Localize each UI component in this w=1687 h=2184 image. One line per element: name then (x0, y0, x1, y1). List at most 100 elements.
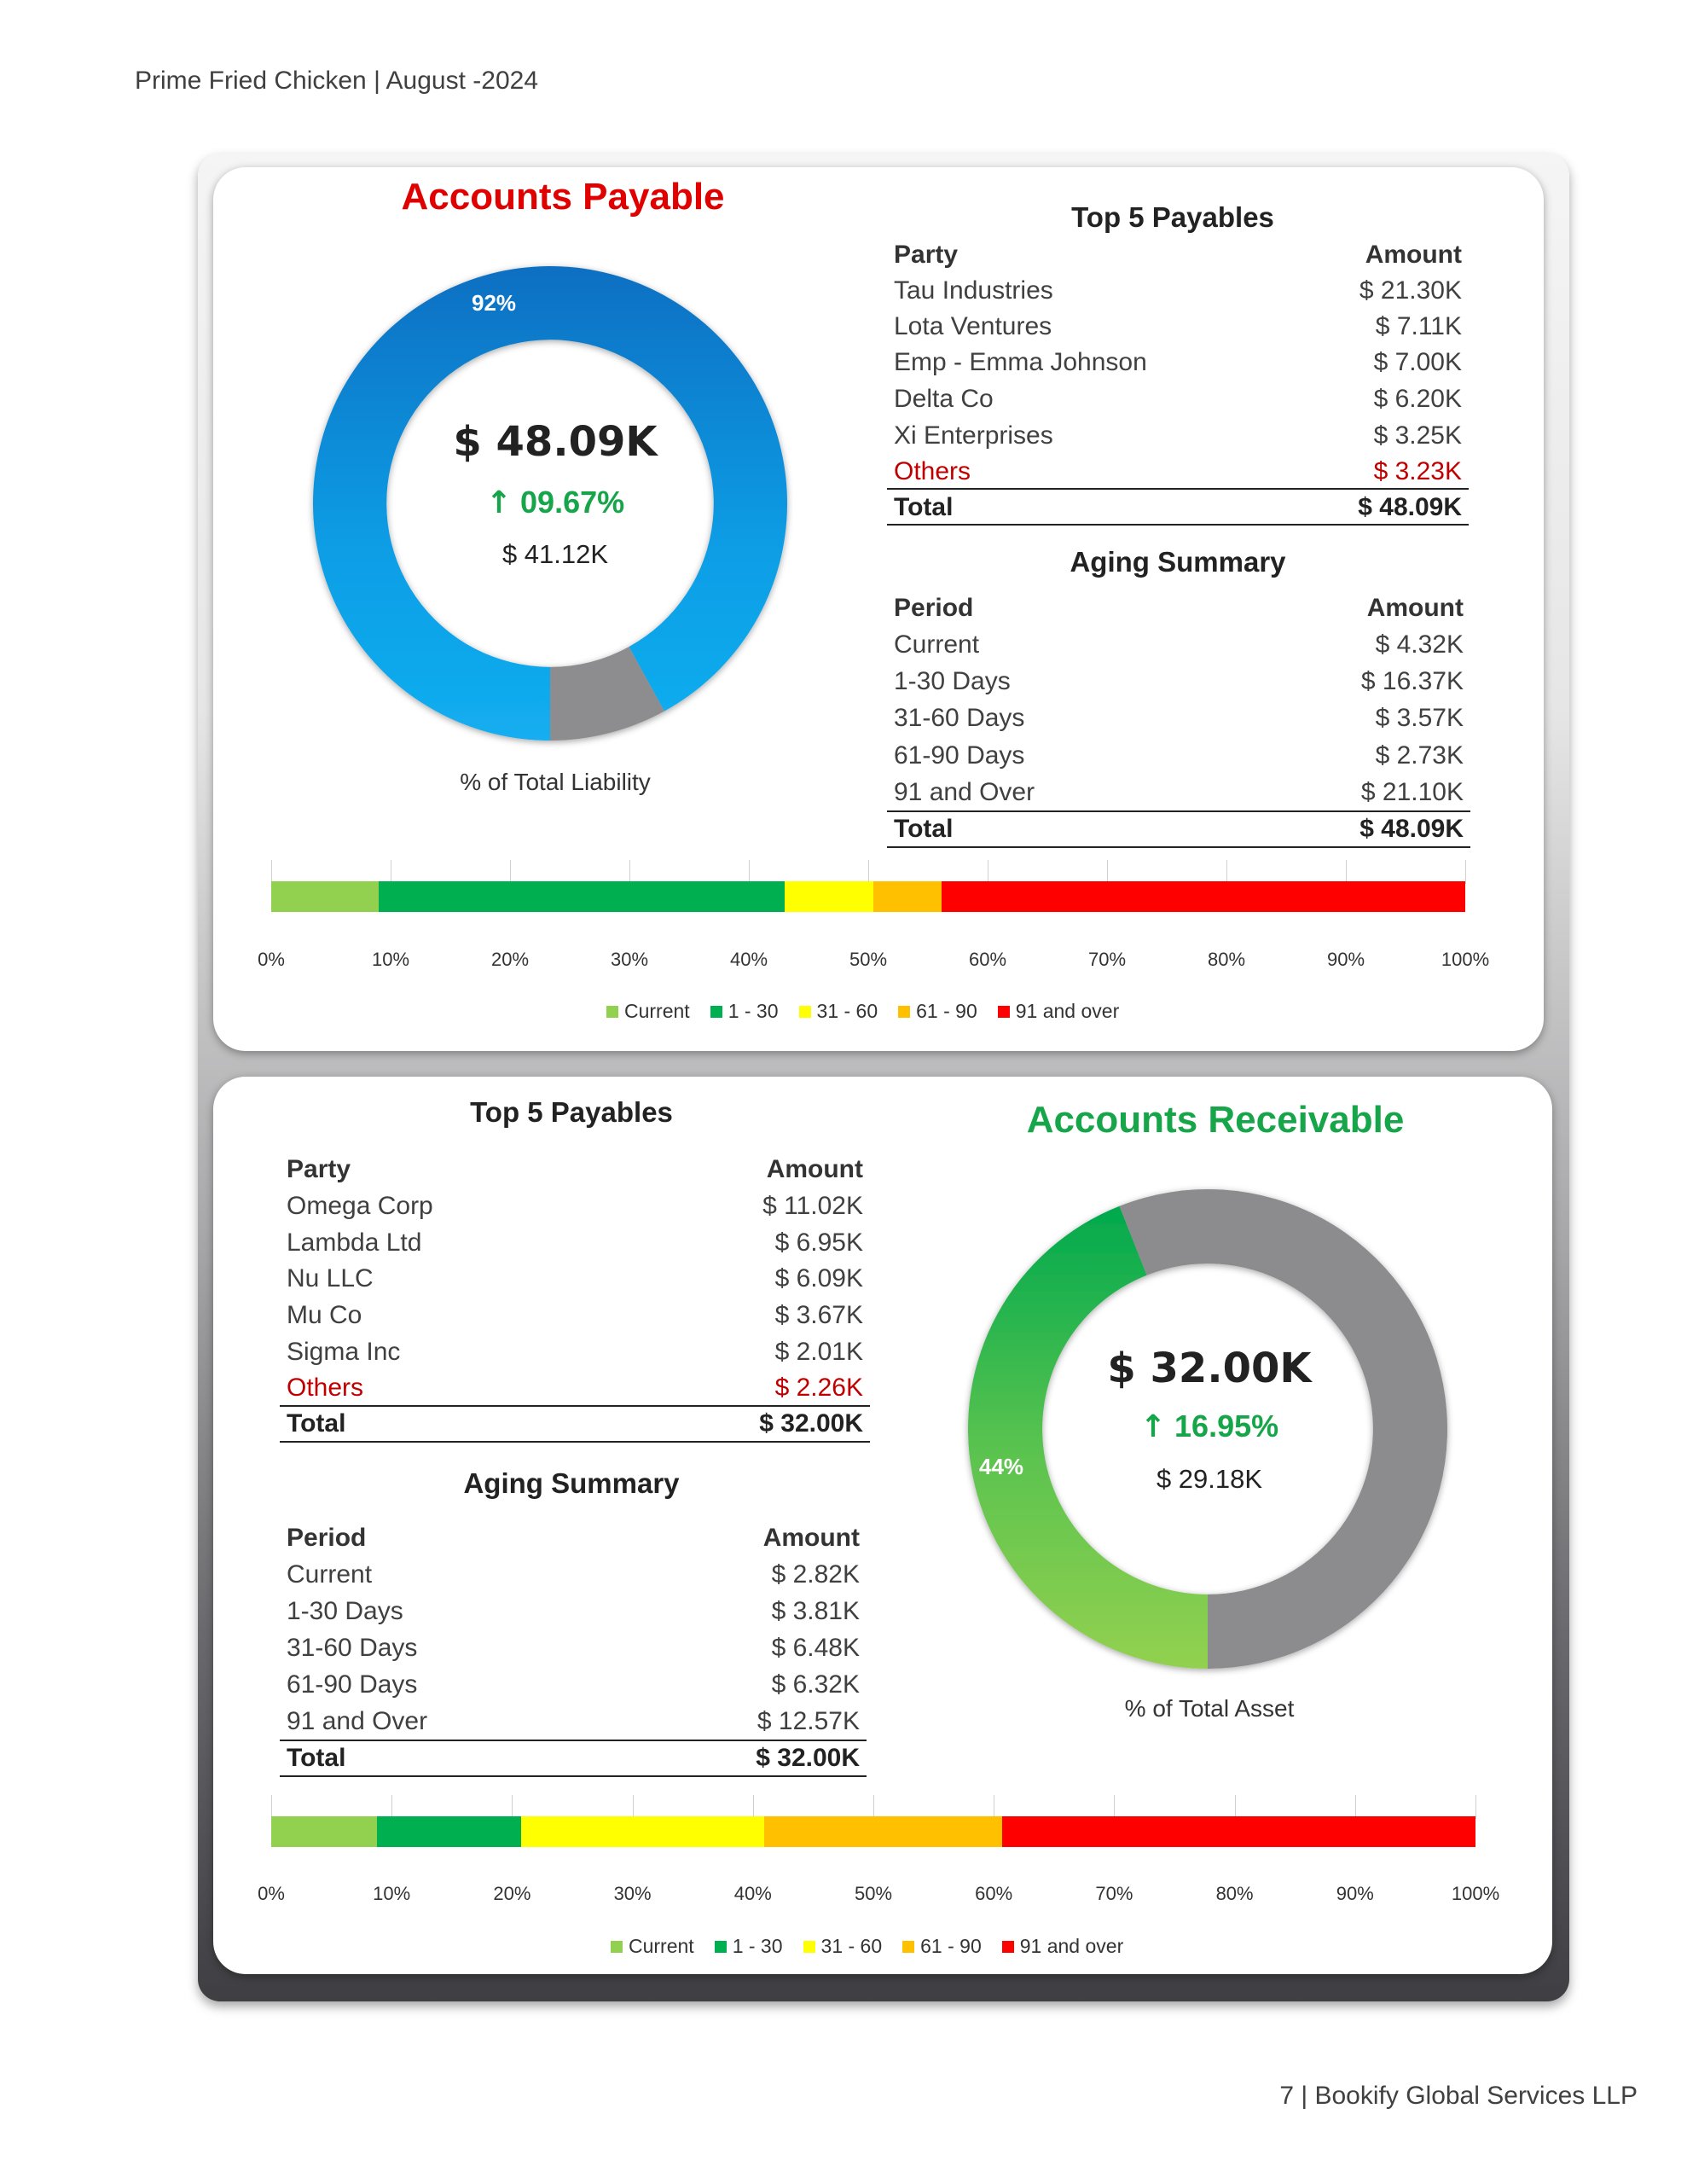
ap-aging-row: 61-90 Days $ 2.73K (887, 741, 1470, 777)
ar-title: Accounts Receivable (1026, 1099, 1405, 1141)
ap-previous-value: $ 41.12K (501, 539, 609, 569)
grid-tick (1346, 860, 1347, 884)
legend-item: 31 - 60 (798, 1000, 878, 1023)
ap-aging-legend: Current 1 - 30 31 - 60 61 - 90 91 and over (606, 1000, 1119, 1023)
total-amount: $ 32.00K (759, 1409, 863, 1438)
ar-change: ↑ 16.95% (1039, 1409, 1380, 1444)
ar-aging-total-row: Total $ 32.00K (280, 1744, 867, 1780)
party-name: Nu LLC (287, 1264, 374, 1292)
party-name: Omega Corp (287, 1192, 433, 1220)
period-name: 91 and Over (287, 1707, 428, 1735)
party-amount: $ 3.67K (774, 1301, 863, 1329)
ar-top5-others-row: Others $ 2.26K (280, 1374, 870, 1409)
period-amount: $ 6.32K (771, 1670, 860, 1699)
ap-aging-axis: 0% 10% 20% 30% 40% 50% 60% 70% 80% 90% 100% (258, 949, 1489, 974)
legend-swatch (606, 1005, 618, 1018)
ar-top5-total-row: Total $ 32.00K (280, 1409, 870, 1445)
ar-aging-legend: Current 1 - 30 31 - 60 61 - 90 91 and over (611, 1935, 1123, 1958)
total-label: Total (894, 493, 954, 521)
ap-aging-row: 31-60 Days $ 3.57K (887, 704, 1470, 740)
party-amount: $ 11.02K (762, 1192, 863, 1220)
bar-segment (1002, 1816, 1475, 1847)
legend-label: 31 - 60 (820, 1935, 883, 1957)
total-label: Total (287, 1409, 346, 1438)
total-amount: $ 48.09K (1358, 493, 1462, 521)
ap-aging-row: 91 and Over $ 21.10K (887, 778, 1470, 814)
ap-top5-row: Emp - Emma Johnson $ 7.00K (887, 348, 1469, 384)
ar-top5-row: Mu Co $ 3.67K (280, 1301, 870, 1337)
period-amount: $ 21.10K (1360, 778, 1464, 806)
ar-donut (968, 1189, 1447, 1669)
axis-tick-label: 80% (1207, 949, 1246, 970)
period-amount: $ 16.37K (1360, 667, 1464, 695)
legend-item: 1 - 30 (714, 1935, 783, 1958)
ap-top5-total-row: Total $ 48.09K (887, 493, 1469, 529)
legend-label: 91 and over (1019, 1935, 1124, 1957)
ar-aging-row: 31-60 Days $ 6.48K (280, 1634, 867, 1670)
ar-total-value: $ 32.00K (1107, 1345, 1312, 1392)
grid-tick (1234, 1795, 1236, 1819)
party-name: Emp - Emma Johnson (894, 348, 1147, 376)
grid-tick (1226, 860, 1227, 884)
party-amount: $ 21.30K (1359, 276, 1462, 305)
period-name: Current (894, 630, 980, 659)
col-party: Party (894, 241, 959, 269)
grid-tick (512, 1795, 513, 1819)
period-amount: $ 3.57K (1375, 704, 1464, 732)
ap-top5-header: Party Amount (887, 241, 1469, 276)
ar-top5-row: Lambda Ltd $ 6.95K (280, 1228, 870, 1264)
legend-item: Current (611, 1935, 694, 1958)
legend-swatch (997, 1005, 1010, 1018)
total-amount: $ 32.00K (756, 1744, 860, 1772)
divider (887, 524, 1469, 526)
ap-title: Accounts Payable (401, 176, 725, 218)
ap-aging-title: Aging Summary (1070, 546, 1286, 578)
ar-aging-row: 91 and Over $ 12.57K (280, 1707, 867, 1743)
ar-aging-bar-area (271, 1795, 1476, 1850)
party-amount: $ 6.20K (1373, 385, 1462, 413)
ap-change: ↑ 09.67% (385, 485, 726, 520)
ap-top5-row: Lota Ventures $ 7.11K (887, 312, 1469, 348)
axis-tick-label: 60% (968, 949, 1007, 970)
legend-label: Current (624, 1000, 690, 1022)
ar-aging-row: 1-30 Days $ 3.81K (280, 1597, 867, 1633)
ar-aging-axis: 0% 10% 20% 30% 40% 50% 60% 70% 80% 90% 100% (258, 1883, 1499, 1908)
party-name: Mu Co (287, 1301, 362, 1329)
grid-tick (1107, 860, 1108, 884)
legend-label: Current (629, 1935, 694, 1957)
period-amount: $ 6.48K (771, 1634, 860, 1662)
period-name: 91 and Over (894, 778, 1035, 806)
bar-segment (378, 881, 786, 912)
legend-item: Current (606, 1000, 690, 1023)
ar-aging-row: 61-90 Days $ 6.32K (280, 1670, 867, 1706)
axis-tick-label: 0% (258, 1883, 285, 1904)
total-label: Total (894, 815, 954, 843)
legend-label: 1 - 30 (728, 1000, 779, 1022)
ar-top5-header: Party Amount (280, 1155, 870, 1191)
others-amount: $ 2.26K (774, 1374, 863, 1402)
party-name: Delta Co (894, 385, 994, 413)
ar-caption: % of Total Asset (1124, 1695, 1295, 1722)
ap-ring-pct-label: 92% (472, 290, 517, 316)
ar-aging-row: Current $ 2.82K (280, 1560, 867, 1596)
divider (887, 810, 1470, 812)
period-amount: $ 2.73K (1375, 741, 1464, 770)
party-amount: $ 6.09K (774, 1264, 863, 1292)
divider (887, 846, 1470, 848)
total-amount: $ 48.09K (1359, 815, 1464, 843)
ar-top5-row: Sigma Inc $ 2.01K (280, 1338, 870, 1374)
ap-aging-header: Period Amount (887, 594, 1470, 630)
ap-total-value: $ 48.09K (453, 418, 658, 466)
period-name: 61-90 Days (894, 741, 1025, 770)
ap-caption: % of Total Liability (460, 769, 651, 795)
total-label: Total (287, 1744, 346, 1772)
legend-item: 61 - 90 (902, 1935, 982, 1958)
legend-item: 91 and over (997, 1000, 1119, 1023)
party-amount: $ 2.01K (774, 1338, 863, 1366)
axis-tick-label: 30% (613, 1883, 652, 1904)
ar-aging-header: Period Amount (280, 1524, 867, 1560)
legend-label: 61 - 90 (916, 1000, 977, 1022)
period-name: Current (287, 1560, 373, 1589)
axis-tick-label: 0% (258, 949, 285, 970)
legend-swatch (803, 1940, 815, 1953)
